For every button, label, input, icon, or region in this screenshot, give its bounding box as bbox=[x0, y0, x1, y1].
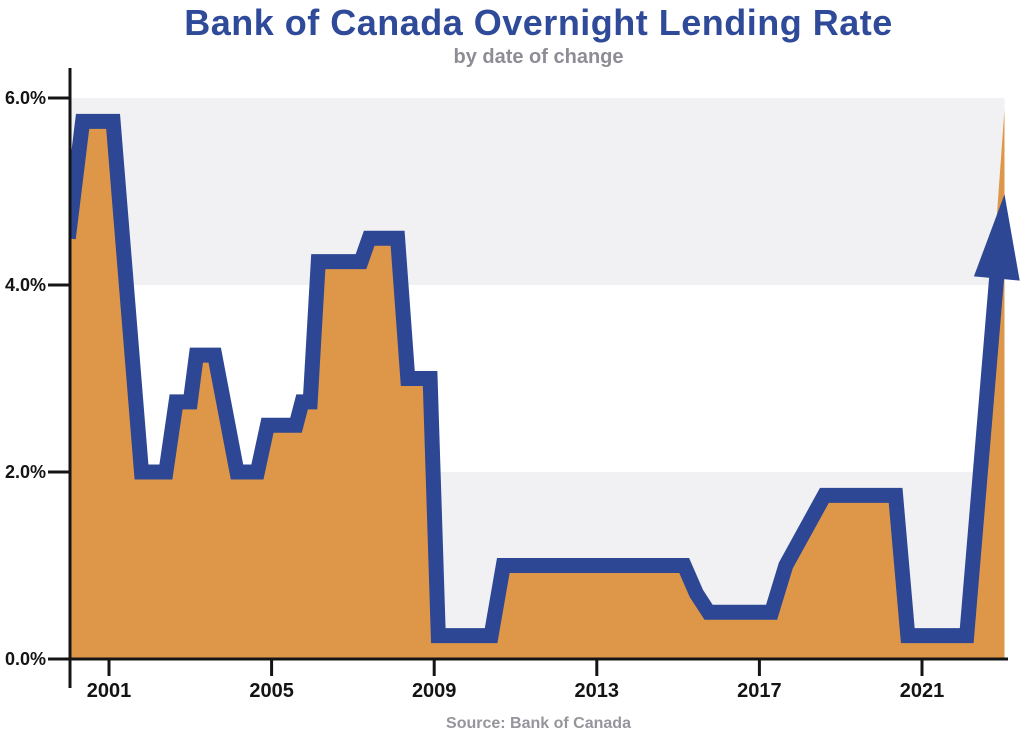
x-tick-label: 2005 bbox=[249, 680, 294, 702]
x-tick-label: 2017 bbox=[737, 680, 782, 702]
trend-arrow-head bbox=[973, 194, 1020, 281]
y-tick-label: 0.0% bbox=[5, 649, 46, 669]
x-tick-label: 2009 bbox=[412, 680, 457, 702]
grid-band bbox=[69, 98, 1005, 285]
y-tick-label: 4.0% bbox=[5, 275, 46, 295]
plot-clipped-group bbox=[69, 98, 1005, 660]
y-tick-label: 2.0% bbox=[5, 462, 46, 482]
x-tick-label: 2021 bbox=[900, 680, 945, 702]
chart-subtitle: by date of change bbox=[453, 46, 624, 68]
x-tick-label: 2001 bbox=[87, 680, 132, 702]
x-tick-label: 2013 bbox=[575, 680, 620, 702]
y-tick-label: 6.0% bbox=[5, 88, 46, 108]
rate-area-fill bbox=[69, 109, 1005, 660]
source-note: Source: Bank of Canada bbox=[446, 715, 631, 732]
chart-title: Bank of Canada Overnight Lending Rate bbox=[184, 2, 893, 43]
rate-line bbox=[69, 113, 1005, 644]
